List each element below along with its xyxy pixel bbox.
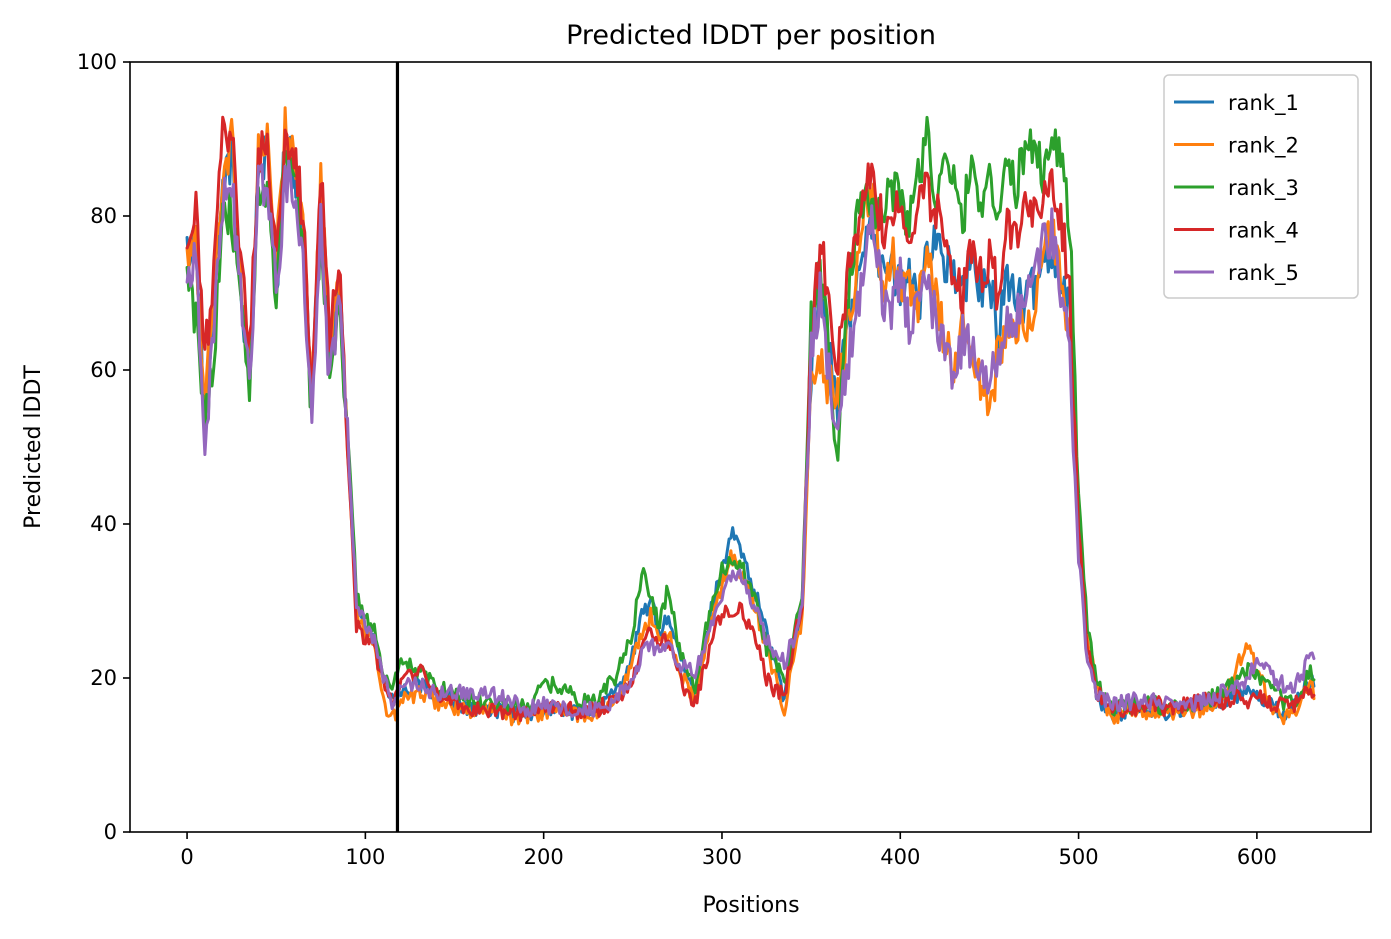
legend-label: rank_2 — [1228, 134, 1299, 159]
legend-box — [1163, 74, 1359, 299]
y-tick-label: 20 — [90, 666, 117, 690]
series-lines — [185, 106, 1316, 727]
x-axis-ticks: 0 100 200 300 400 500 600 — [180, 832, 1277, 869]
chart-title: Predicted lDDT per position — [566, 20, 936, 51]
y-tick-label: 40 — [90, 512, 117, 536]
x-axis-label: Positions — [702, 893, 799, 918]
y-axis-label: Predicted lDDT — [21, 365, 46, 529]
x-tick-label: 100 — [345, 845, 385, 869]
y-tick-label: 0 — [104, 820, 117, 844]
y-tick-label: 60 — [90, 358, 117, 382]
legend-label: rank_5 — [1228, 261, 1299, 286]
legend-label: rank_4 — [1228, 219, 1299, 244]
x-tick-label: 200 — [524, 845, 564, 869]
y-axis-ticks: 0 20 40 60 80 100 — [77, 50, 130, 844]
x-tick-label: 600 — [1237, 845, 1277, 869]
plot-frame — [129, 61, 1372, 833]
series-line-rank-5 — [185, 159, 1316, 718]
x-tick-label: 300 — [702, 845, 742, 869]
x-tick-label: 0 — [180, 845, 193, 869]
legend-label: rank_1 — [1228, 91, 1299, 116]
y-tick-label: 80 — [90, 204, 117, 228]
legend-label: rank_3 — [1228, 176, 1299, 201]
y-tick-label: 100 — [77, 50, 117, 74]
x-tick-label: 500 — [1059, 845, 1099, 869]
legend: rank_1 rank_2 rank_3 rank_4 rank_5 — [1163, 74, 1359, 299]
x-tick-label: 400 — [880, 845, 920, 869]
